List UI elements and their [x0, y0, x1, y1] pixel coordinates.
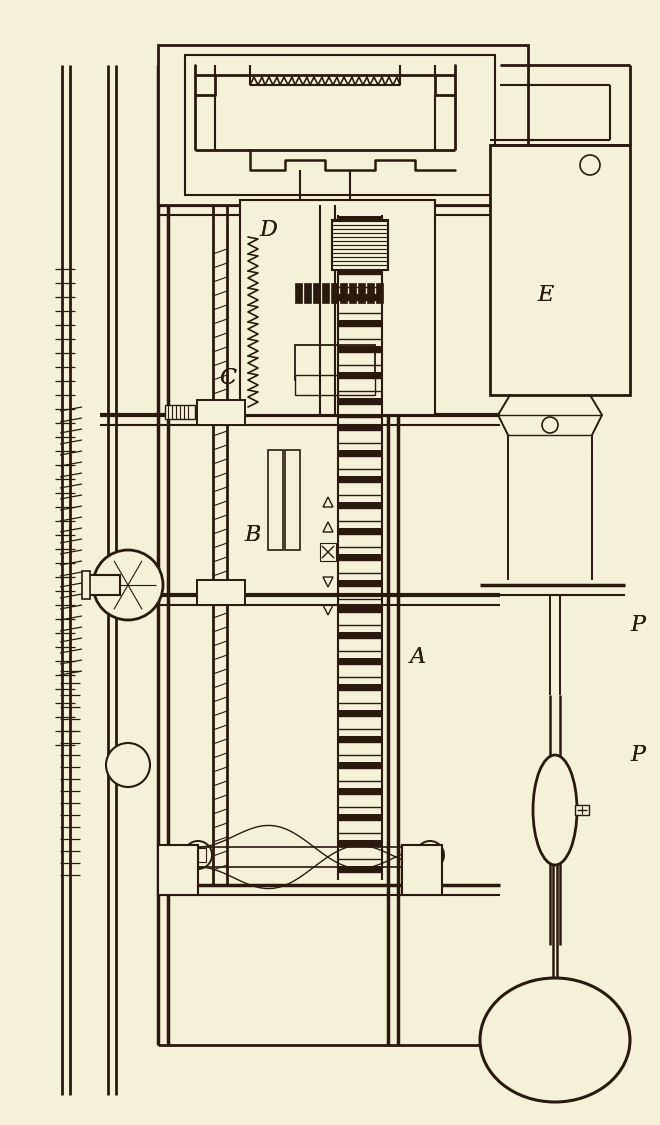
Bar [424, 848, 432, 862]
Text: P: P [630, 614, 645, 636]
Circle shape [106, 742, 150, 787]
Bar [295, 375, 375, 395]
Bar [338, 216, 382, 222]
Circle shape [416, 842, 444, 868]
Bar [295, 345, 375, 380]
Text: A: A [410, 646, 426, 668]
Bar [338, 450, 382, 456]
Bar [338, 554, 382, 560]
Bar [332, 220, 388, 270]
Bar [338, 580, 382, 586]
Bar [338, 788, 382, 794]
Circle shape [93, 550, 163, 620]
Circle shape [580, 155, 600, 176]
Text: B: B [245, 524, 261, 546]
Bar [340, 284, 347, 303]
Bar [338, 476, 382, 482]
Bar [198, 848, 206, 862]
Bar [338, 502, 382, 508]
Bar [338, 840, 382, 846]
Text: E: E [537, 284, 553, 306]
Bar [338, 710, 382, 716]
Text: D: D [259, 219, 277, 241]
Bar [322, 284, 329, 303]
Bar [88, 575, 120, 595]
Bar [402, 845, 442, 896]
Bar [197, 400, 245, 425]
Text: D: D [259, 219, 277, 241]
Text: C: C [220, 367, 236, 389]
Text: P: P [630, 744, 645, 766]
Bar [338, 398, 382, 404]
Bar [338, 242, 382, 248]
Bar [158, 45, 528, 205]
Bar [200, 404, 242, 420]
Bar [338, 319, 382, 326]
Bar [313, 284, 320, 303]
Text: B: B [245, 524, 261, 546]
Bar [338, 424, 382, 430]
Text: P: P [630, 744, 645, 766]
Bar [338, 762, 382, 768]
Bar [338, 346, 382, 352]
Bar [320, 543, 336, 561]
Bar [82, 572, 90, 598]
Text: P: P [630, 614, 645, 636]
Text: C: C [220, 367, 236, 389]
Bar [338, 528, 382, 534]
Circle shape [184, 842, 212, 868]
Circle shape [542, 417, 558, 433]
Bar [285, 450, 300, 550]
Bar [295, 284, 302, 303]
Bar [185, 55, 495, 195]
Bar [367, 284, 374, 303]
Bar [349, 284, 356, 303]
Bar [490, 145, 630, 395]
Bar [197, 580, 245, 605]
Bar [338, 814, 382, 820]
Bar [338, 632, 382, 638]
Bar [338, 658, 382, 664]
Bar [158, 845, 198, 896]
Bar [304, 284, 311, 303]
Ellipse shape [533, 755, 577, 865]
Bar [338, 294, 382, 300]
Bar [338, 736, 382, 742]
Text: E: E [537, 284, 553, 306]
Bar [338, 268, 382, 274]
Bar [165, 405, 195, 418]
Bar [240, 200, 435, 415]
Bar [338, 606, 382, 612]
Bar [268, 450, 283, 550]
Bar [331, 284, 338, 303]
Bar [338, 372, 382, 378]
Text: A: A [410, 646, 426, 668]
Ellipse shape [480, 978, 630, 1102]
Bar [575, 806, 589, 814]
Bar [338, 684, 382, 690]
Bar [338, 866, 382, 872]
Bar [200, 584, 242, 600]
Bar [376, 284, 383, 303]
Bar [358, 284, 365, 303]
